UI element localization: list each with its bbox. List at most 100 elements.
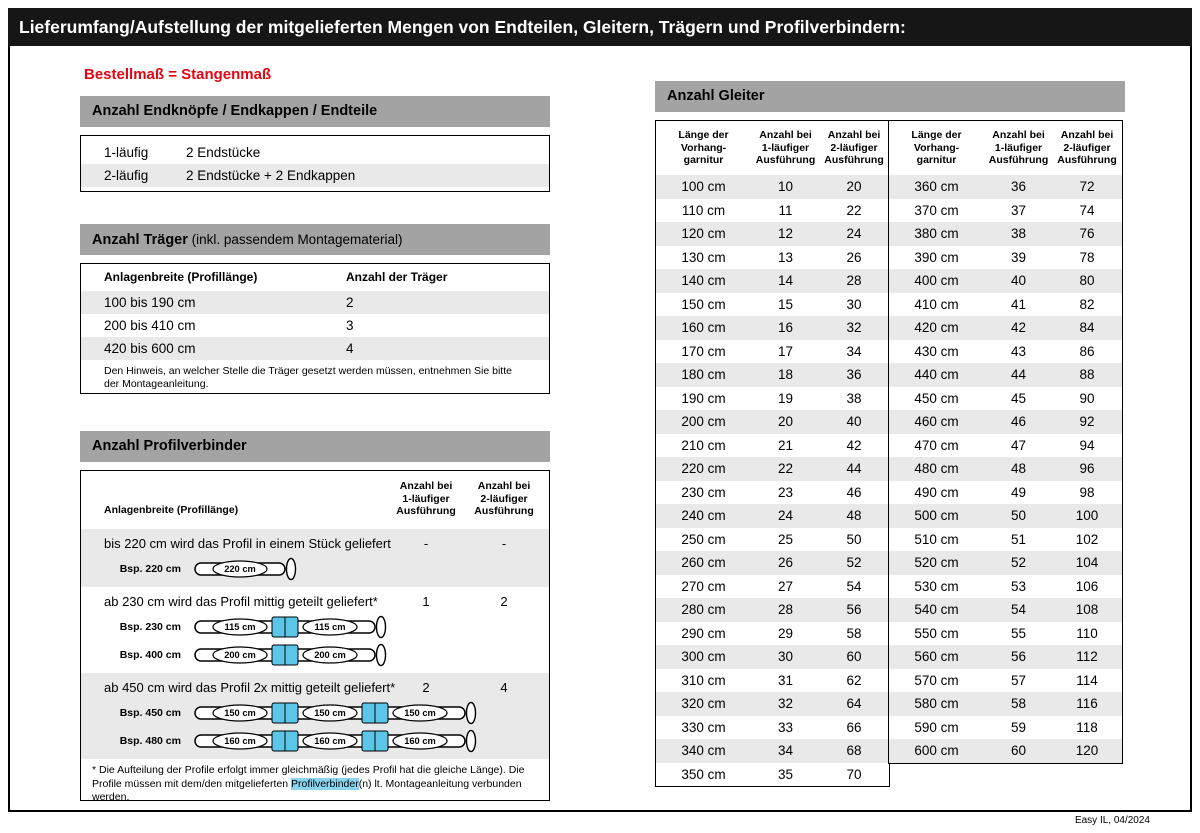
table-row: 1-läufig 2 Endstücke bbox=[81, 141, 549, 164]
count-2-laeufig-cell: 32 bbox=[846, 320, 862, 335]
table-row: 420 bis 600 cm 4 bbox=[81, 337, 549, 360]
count-2-laeufig-cell: 72 bbox=[1079, 179, 1095, 194]
profile-rod-diagram: 160 cm 160 cm 160 cm bbox=[194, 729, 477, 753]
count-2-laeufig-cell: 114 bbox=[1076, 672, 1098, 688]
length-cell: 390 cm bbox=[914, 249, 959, 265]
gleiter-row: 540 cm 54 108 bbox=[889, 598, 1122, 622]
gleiter-row: 110 cm 11 22 bbox=[656, 199, 889, 223]
example-label: Bsp. 450 cm bbox=[119, 707, 181, 719]
profile-rod-diagram: 200 cm 200 cm bbox=[194, 643, 387, 667]
length-cell: 450 cm bbox=[914, 390, 959, 406]
section-header-endteile: Anzahl Endknöpfe / Endkappen / Endteile bbox=[80, 96, 550, 127]
gleiter-row: 300 cm 30 60 bbox=[656, 645, 889, 669]
count-2-laeufig: 4 bbox=[500, 680, 508, 695]
count-2-laeufig-cell: 56 bbox=[846, 602, 862, 617]
profile-example-row: Bsp. 450 cm 150 cm 150 cm 150 cm bbox=[81, 699, 549, 727]
table-header-row: Anlagenbreite (Profillänge) Anzahl der T… bbox=[81, 264, 549, 291]
length-cell: 440 cm bbox=[914, 367, 959, 382]
col-header-1-laeufig: Anzahl bei 1-läufiger Ausführung bbox=[396, 480, 456, 517]
gleiter-row: 290 cm 29 58 bbox=[656, 622, 889, 646]
gleiter-row: 370 cm 37 74 bbox=[889, 199, 1122, 223]
count-2-laeufig-cell: 74 bbox=[1079, 202, 1095, 218]
count-2-laeufig-cell: 20 bbox=[846, 179, 862, 194]
profil-rule-text: ab 450 cm wird das Profil 2x mittig gete… bbox=[104, 680, 396, 695]
length-cell: 580 cm bbox=[914, 696, 959, 711]
count-2-laeufig-cell: 64 bbox=[846, 696, 862, 711]
length-cell: 160 cm bbox=[681, 320, 726, 335]
count-1-laeufig-cell: 38 bbox=[1010, 226, 1027, 241]
length-cell: 550 cm bbox=[914, 625, 959, 641]
count-2-laeufig-cell: 58 bbox=[846, 625, 862, 641]
count-1-laeufig-cell: 33 bbox=[777, 719, 794, 735]
count-2-laeufig-cell: 48 bbox=[846, 508, 862, 523]
gleiter-row: 380 cm 38 76 bbox=[889, 222, 1122, 246]
count-2-laeufig-cell: 34 bbox=[846, 343, 862, 359]
count-1-laeufig-cell: 31 bbox=[777, 672, 794, 688]
profile-rod-diagram: 150 cm 150 cm 150 cm bbox=[194, 701, 477, 725]
count-1-laeufig-cell: 24 bbox=[777, 508, 794, 523]
col-header-laenge: Länge der Vorhang- garnitur bbox=[678, 129, 729, 166]
count-2-laeufig-cell: 90 bbox=[1079, 390, 1095, 406]
col-header-2-laeufig: Anzahl bei 2-läufiger Ausführung bbox=[474, 480, 534, 517]
gleiter-row: 170 cm 17 34 bbox=[656, 340, 889, 364]
row-value: 2 Endstücke bbox=[186, 145, 261, 160]
count-2-laeufig-cell: 76 bbox=[1079, 226, 1095, 241]
length-cell: 210 cm bbox=[681, 437, 726, 453]
gleiter-row: 140 cm 14 28 bbox=[656, 269, 889, 293]
profile-example-row: Bsp. 400 cm 200 cm 200 cm bbox=[81, 641, 549, 669]
count-2-laeufig-cell: 60 bbox=[846, 649, 862, 664]
profile-rod-diagram: 115 cm 115 cm bbox=[194, 615, 387, 639]
count-2-laeufig-cell: 112 bbox=[1076, 649, 1098, 664]
count-1-laeufig-cell: 35 bbox=[777, 766, 794, 782]
count-1-laeufig-cell: 46 bbox=[1010, 414, 1027, 429]
length-cell: 370 cm bbox=[914, 202, 959, 218]
gleiter-row: 160 cm 16 32 bbox=[656, 316, 889, 340]
count-1-laeufig-cell: 41 bbox=[1010, 296, 1027, 312]
profil-rule-row: bis 220 cm wird das Profil in einem Stüc… bbox=[81, 529, 549, 555]
gleiter-row: 510 cm 51 102 bbox=[889, 528, 1122, 552]
footnote: * Die Aufteilung der Profile erfolgt imm… bbox=[81, 759, 549, 801]
count-2-laeufig-cell: 28 bbox=[846, 273, 862, 288]
length-cell: 480 cm bbox=[914, 461, 959, 476]
length-cell: 430 cm bbox=[914, 343, 959, 359]
profil-rule-text: ab 230 cm wird das Profil mittig geteilt… bbox=[104, 594, 378, 609]
gleiter-row: 520 cm 52 104 bbox=[889, 551, 1122, 575]
count-2-laeufig-cell: 54 bbox=[846, 578, 862, 594]
count-1-laeufig-cell: 32 bbox=[777, 696, 794, 711]
count-2-laeufig-cell: 26 bbox=[846, 249, 862, 265]
count-1-laeufig-cell: 44 bbox=[1010, 367, 1027, 382]
count-1-laeufig-cell: 12 bbox=[777, 226, 794, 241]
count-2-laeufig-cell: 84 bbox=[1079, 320, 1095, 335]
gleiter-rows: 100 cm 10 20 110 cm 11 22 120 cm 12 24 130 cm 13 26… bbox=[656, 175, 889, 786]
gleiter-row: 130 cm 13 26 bbox=[656, 246, 889, 270]
length-cell: 570 cm bbox=[914, 672, 959, 688]
gleiter-row: 230 cm 23 46 bbox=[656, 481, 889, 505]
length-cell: 240 cm bbox=[681, 508, 726, 523]
gleiter-row: 240 cm 24 48 bbox=[656, 504, 889, 528]
length-cell: 100 cm bbox=[681, 179, 726, 194]
section-header-profilverbinder: Anzahl Profilverbinder bbox=[80, 431, 550, 462]
endteile-table: 1-läufig 2 Endstücke 2-läufig 2 Endstück… bbox=[80, 135, 550, 192]
length-cell: 320 cm bbox=[681, 696, 726, 711]
gleiter-row: 190 cm 19 38 bbox=[656, 387, 889, 411]
gleiter-row: 320 cm 32 64 bbox=[656, 692, 889, 716]
table-header-row: Anlagenbreite (Profillänge) Anzahl bei 1… bbox=[81, 471, 549, 529]
row-value: 4 bbox=[346, 341, 354, 356]
footnote-text-post: (n) lt. Montageanleitung verbunden werde… bbox=[92, 777, 522, 801]
length-cell: 140 cm bbox=[681, 273, 726, 288]
gleiter-row: 250 cm 25 50 bbox=[656, 528, 889, 552]
gleiter-row: 570 cm 57 114 bbox=[889, 669, 1122, 693]
table-row: 200 bis 410 cm 3 bbox=[81, 314, 549, 337]
gleiter-row: 180 cm 18 36 bbox=[656, 363, 889, 387]
profile-rod-diagram: 220 cm bbox=[194, 557, 297, 581]
count-1-laeufig: 2 bbox=[422, 680, 430, 695]
count-1-laeufig-cell: 47 bbox=[1010, 437, 1027, 453]
count-1-laeufig-cell: 43 bbox=[1010, 343, 1027, 359]
gleiter-row: 350 cm 35 70 bbox=[656, 763, 889, 787]
row-label: 2-läufig bbox=[104, 168, 149, 183]
page-title-bar: Lieferumfang/Aufstellung der mitgeliefer… bbox=[8, 8, 1192, 46]
count-2-laeufig-cell: 92 bbox=[1079, 414, 1095, 429]
row-label: 200 bis 410 cm bbox=[104, 318, 196, 333]
count-2-laeufig-cell: 108 bbox=[1075, 602, 1099, 617]
col-header-laenge: Länge der Vorhang- garnitur bbox=[911, 129, 962, 166]
